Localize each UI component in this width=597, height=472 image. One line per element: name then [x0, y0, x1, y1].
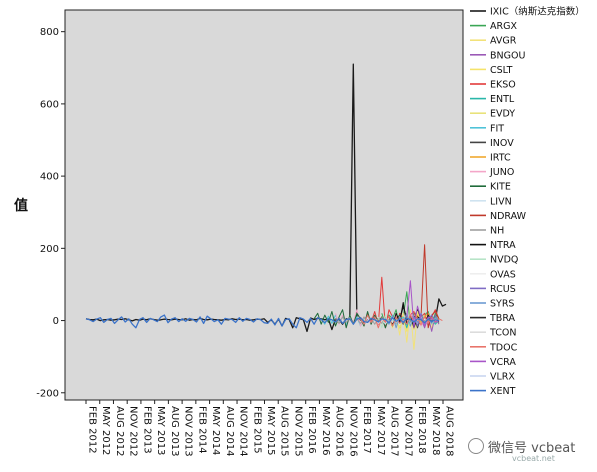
x-tick-label: MAY 2014: [210, 406, 221, 455]
y-tick-label: 600: [40, 99, 59, 110]
series-line-ekso: [360, 276, 440, 329]
x-tick-label: MAY 2016: [320, 406, 331, 455]
legend-label: TBRA: [489, 313, 516, 324]
legend-label: BNGOU: [490, 50, 525, 61]
legend-label: FIT: [490, 123, 504, 134]
x-tick-label: MAY 2018: [430, 406, 441, 455]
legend-label: NTRA: [490, 240, 516, 251]
x-tick-label: NOV 2017: [402, 406, 413, 457]
legend-label: EKSO: [490, 80, 516, 91]
legend-label: CSLT: [490, 65, 513, 76]
wechat-logo-icon: [468, 438, 484, 454]
legend-label: AVGR: [490, 36, 517, 47]
series-line-xent: [85, 314, 440, 329]
x-tick-label: MAY 2015: [265, 406, 276, 455]
x-tick-label: FEB 2017: [361, 406, 372, 454]
x-tick-label: FEB 2016: [306, 406, 317, 454]
y-axis: -200 0 200 400 600 800: [36, 27, 65, 399]
legend-label: ENTL: [490, 94, 515, 105]
x-tick-label: FEB 2018: [416, 406, 427, 454]
plot-background: [64, 9, 464, 401]
x-tick-label: MAY 2017: [375, 406, 386, 455]
x-tick-label: AUG 2012: [114, 406, 125, 457]
legend-label: VCRA: [490, 357, 516, 368]
y-tick-label: 800: [40, 27, 59, 38]
x-tick-label: FEB 2014: [196, 406, 207, 454]
legend-box: [466, 4, 594, 370]
legend-label: TCON: [489, 328, 516, 339]
x-tick-label: MAY 2012: [100, 406, 111, 455]
x-tick-label: FEB 2013: [141, 406, 152, 454]
x-tick-label: FEB 2015: [251, 406, 262, 454]
x-tick-label: MAY 2013: [155, 406, 166, 455]
y-tick-label: -200: [36, 388, 59, 399]
x-tick-label: AUG 2016: [334, 406, 345, 457]
legend-label: IXIC（纳斯达克指数）: [490, 6, 585, 18]
x-tick-label: NOV 2014: [238, 406, 249, 457]
y-axis-label: 值: [14, 197, 28, 214]
legend-label: EVDY: [490, 109, 515, 120]
legend: IXIC（纳斯达克指数） ARGX AVGR BNGOU CSLT EKSO ENTL EVD…: [470, 6, 585, 397]
legend-label: INOV: [490, 138, 514, 149]
legend-label: XENT: [490, 386, 516, 397]
x-tick-label: AUG 2017: [389, 406, 400, 457]
x-tick-label: NOV 2016: [347, 406, 358, 457]
legend-label: NH: [490, 226, 504, 237]
legend-label: RCUS: [490, 284, 516, 295]
legend-label: JUNO: [489, 167, 514, 178]
watermark-subtext: vcbeat.net: [512, 454, 555, 463]
x-tick-label: NOV 2012: [128, 406, 139, 457]
x-tick-label: AUG 2013: [169, 406, 180, 457]
legend-label: OVAS: [490, 269, 516, 280]
watermark-text: 微信号 vcbeat: [488, 441, 576, 456]
legend-label: NVDQ: [490, 255, 518, 266]
x-tick-label: FEB 2012: [87, 406, 98, 454]
x-tick-label: NOV 2013: [183, 406, 194, 457]
legend-label: ARGX: [490, 21, 517, 32]
legend-label: IRTC: [490, 153, 511, 164]
legend-label: SYRS: [490, 299, 514, 310]
x-tick-label: AUG 2014: [224, 406, 235, 457]
legend-label: NDRAW: [490, 211, 527, 222]
x-axis: FEB 2012 MAY 2012 AUG 2012 NOV 2012 FEB 2013…: [85, 400, 455, 457]
x-tick-label: AUG 2018: [444, 406, 455, 457]
legend-label: LIVN: [490, 196, 512, 207]
y-tick-label: 200: [40, 244, 59, 255]
series-line-bngou: [420, 314, 440, 332]
legend-label: VLRX: [490, 372, 515, 383]
legend-label: KITE: [490, 182, 511, 193]
y-tick-label: 400: [40, 172, 59, 183]
y-tick-label: 0: [53, 316, 59, 327]
x-tick-label: NOV 2015: [292, 406, 303, 457]
series-lines: [85, 63, 447, 350]
watermark: 微信号 vcbeat vcbeat.net: [468, 437, 576, 463]
legend-label: TDOC: [489, 342, 518, 353]
x-tick-label: AUG 2015: [279, 406, 290, 457]
